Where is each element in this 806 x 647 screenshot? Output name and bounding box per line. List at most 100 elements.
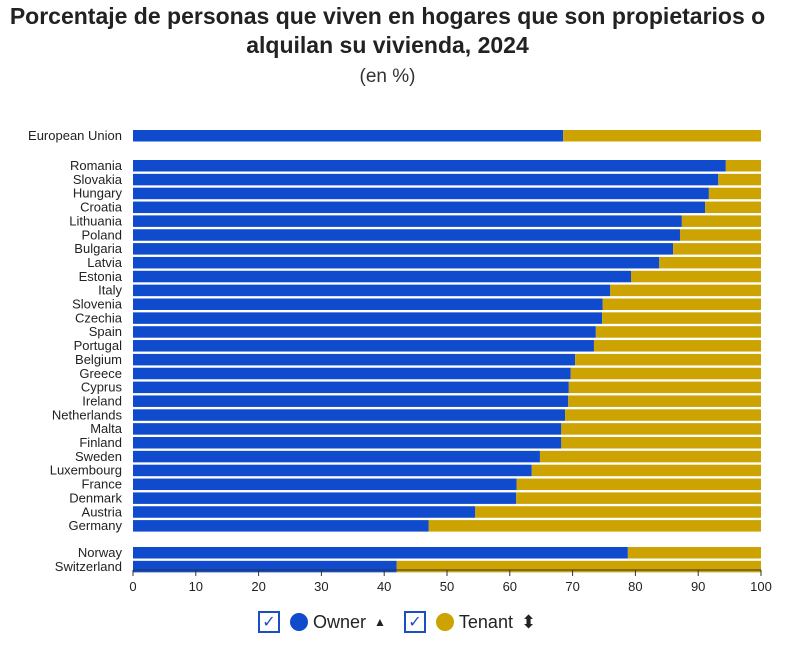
bar-owner <box>133 312 603 324</box>
check-icon: ✓ <box>262 614 276 631</box>
x-tick-label: 100 <box>750 579 772 594</box>
bar-tenant <box>627 547 761 559</box>
category-label: Czechia <box>75 310 123 325</box>
bar-owner <box>133 450 540 463</box>
bar-owner <box>133 340 594 352</box>
category-label: Belgium <box>75 352 122 367</box>
bar-tenant <box>561 423 761 435</box>
category-label: Hungary <box>73 186 123 201</box>
legend-tenant[interactable]: Tenant <box>458 611 513 632</box>
sort-up-icon[interactable]: ▲ <box>374 615 386 629</box>
bar-owner <box>133 492 517 504</box>
bar-owner <box>133 201 706 214</box>
bar-owner <box>133 215 682 227</box>
bar-tenant <box>610 284 761 297</box>
category-label: Slovakia <box>73 172 123 187</box>
category-label: Poland <box>82 227 122 242</box>
x-tick-label: 80 <box>628 579 642 594</box>
x-tick-label: 60 <box>503 579 517 594</box>
x-tick-label: 0 <box>129 579 136 594</box>
owner-dot-icon <box>290 613 308 631</box>
x-tick-label: 90 <box>691 579 705 594</box>
bar-tenant <box>570 367 761 380</box>
category-label: Bulgaria <box>74 241 122 256</box>
category-label: European Union <box>28 128 122 143</box>
category-label: Greece <box>79 366 122 381</box>
x-tick-label: 50 <box>440 579 454 594</box>
bar-tenant <box>475 506 761 518</box>
bar-owner <box>133 478 517 491</box>
bar-owner <box>133 187 709 200</box>
bar-owner <box>133 130 564 142</box>
x-tick-label: 30 <box>314 579 328 594</box>
bar-owner <box>133 395 569 407</box>
x-tick-label: 40 <box>377 579 391 594</box>
owner-checkbox[interactable]: ✓ <box>258 611 280 633</box>
x-tick-label: 70 <box>565 579 579 594</box>
category-label: Germany <box>69 518 123 533</box>
bar-tenant <box>718 173 761 186</box>
bar-owner <box>133 353 576 366</box>
category-label: Slovenia <box>72 297 123 312</box>
bar-owner <box>133 547 628 559</box>
bar-tenant <box>681 215 761 227</box>
bar-owner <box>133 229 680 241</box>
bar-owner <box>133 423 562 435</box>
bar-tenant <box>516 492 761 504</box>
bar-tenant <box>708 187 761 200</box>
bar-owner <box>133 520 429 532</box>
category-label: Cyprus <box>81 380 123 395</box>
bar-owner <box>133 381 569 394</box>
legend: ✓ Owner ▲ ✓ Tenant ⬍ <box>258 611 536 633</box>
category-label: Italy <box>98 283 122 298</box>
bar-tenant <box>659 256 761 269</box>
bar-owner <box>133 437 562 449</box>
bar-tenant <box>575 353 761 366</box>
bar-tenant <box>531 464 761 477</box>
category-label: Austria <box>82 504 123 519</box>
bar-tenant <box>568 395 761 407</box>
bar-owner <box>133 160 726 172</box>
bar-tenant <box>563 130 761 142</box>
category-label: Luxembourg <box>50 463 122 478</box>
category-label: Netherlands <box>52 407 123 422</box>
legend-owner[interactable]: Owner <box>313 611 367 632</box>
bar-tenant <box>593 340 761 352</box>
bar-owner <box>133 256 660 269</box>
chart-subtitle: (en %) <box>359 66 416 87</box>
bar-tenant <box>725 160 761 172</box>
bar-tenant <box>679 229 761 241</box>
bar-tenant <box>568 381 761 394</box>
category-label: Norway <box>78 545 123 560</box>
bar-owner <box>133 506 476 518</box>
tenant-dot-icon <box>435 613 454 631</box>
x-tick-label: 10 <box>189 579 203 594</box>
category-label: Switzerland <box>55 559 122 574</box>
bar-tenant <box>565 409 761 421</box>
bar-tenant <box>705 201 761 214</box>
bar-tenant <box>602 298 761 310</box>
category-label: Estonia <box>79 269 123 284</box>
sort-both-icon[interactable]: ⬍ <box>520 611 537 632</box>
chart-title: Porcentaje de personas que viven en hoga… <box>9 3 766 58</box>
bar-tenant <box>396 560 761 573</box>
category-label: Spain <box>89 324 122 339</box>
tenant-checkbox[interactable]: ✓ <box>403 611 426 633</box>
category-label: Ireland <box>82 393 122 408</box>
bar-tenant <box>673 243 761 255</box>
bar-owner <box>133 243 674 255</box>
bar-owner <box>133 464 532 477</box>
check-icon: ✓ <box>408 614 422 631</box>
bar-tenant <box>428 520 761 532</box>
category-label: Croatia <box>80 200 123 215</box>
bar-owner <box>133 560 397 573</box>
category-label: Sweden <box>75 449 122 464</box>
category-label: Portugal <box>74 338 123 353</box>
bar-tenant <box>539 450 761 463</box>
bar-tenant <box>595 326 761 338</box>
category-label: Latvia <box>87 255 122 270</box>
bar-tenant <box>561 437 761 449</box>
category-label: Malta <box>90 421 123 436</box>
